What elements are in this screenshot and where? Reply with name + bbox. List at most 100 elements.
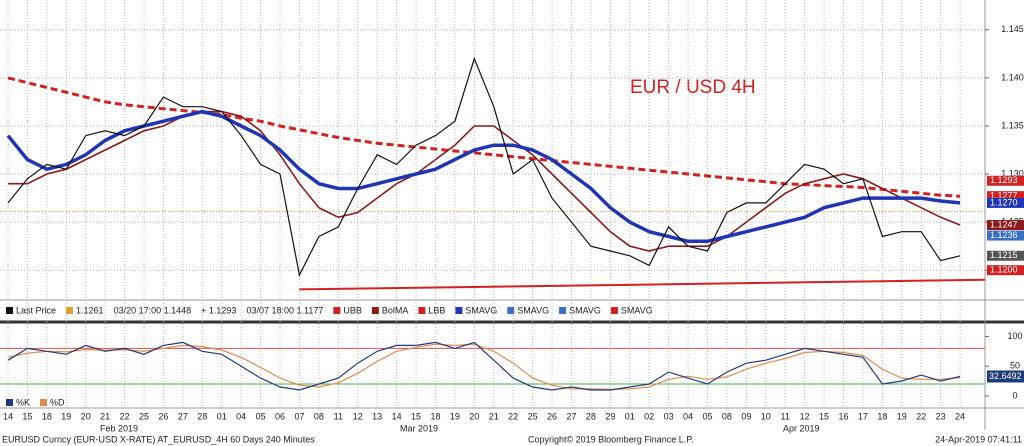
month-label: Feb 2019 [100, 423, 138, 433]
y-tick-label: 100 [1007, 331, 1022, 341]
footer-date: 24-Apr-2019 07:41:11 [935, 434, 1022, 444]
x-tick-label: 12 [353, 411, 363, 421]
legend-label: SMAVG [621, 305, 653, 315]
legend-label: UBB [343, 305, 362, 315]
x-tick-label: 25 [528, 411, 538, 421]
price-tag [987, 230, 1024, 241]
legend-label: 03/07 18:00 1.1177 [246, 305, 323, 315]
x-tick-label: 18 [430, 411, 440, 421]
series-line [6, 109, 961, 244]
legend-swatch [455, 307, 463, 314]
x-tick-label: 15 [411, 411, 421, 421]
price-tag [987, 175, 1024, 186]
x-tick-label: 20 [81, 411, 91, 421]
legend-label: + 1.1293 [201, 305, 236, 315]
x-tick-label: 23 [936, 411, 946, 421]
legend-label: 1.1261 [76, 305, 104, 315]
x-tick-label: 22 [120, 411, 130, 421]
x-tick-label: 15 [22, 411, 32, 421]
price-tag-label: 1.1215 [990, 250, 1018, 260]
x-tick-label: 04 [683, 411, 693, 421]
y-tick-label: 50 [1010, 361, 1020, 371]
month-label: Mar 2019 [400, 423, 438, 433]
price-tag-label: 1.1247 [990, 219, 1018, 229]
legend-label: LBB [428, 305, 445, 315]
legend-swatch [418, 307, 426, 314]
legend-swatch [559, 307, 567, 314]
x-tick-label: 18 [42, 411, 52, 421]
x-tick-label: 14 [3, 411, 13, 421]
legend-swatch [507, 307, 515, 314]
x-tick-label: 04 [236, 411, 246, 421]
legend-swatch [66, 307, 74, 314]
legend-swatch [610, 307, 618, 314]
month-label: Apr 2019 [783, 423, 820, 433]
legend-label: SMAVG [465, 305, 497, 315]
footer-left: EURUSD Curncy (EUR-USD X-RATE) AT_EURUSD… [2, 434, 315, 444]
x-tick-label: 02 [644, 411, 654, 421]
x-tick-label: 21 [100, 411, 110, 421]
legend-label: %D [50, 397, 65, 407]
y-tick-label: 1.1400 [1001, 72, 1024, 82]
x-tick-label: 08 [722, 411, 732, 421]
y-tick-label: 1.1300 [1001, 168, 1024, 178]
x-tick-label: 19 [61, 411, 71, 421]
last-value-label: 32.6492 [989, 371, 1022, 381]
price-tag-label: 1.1293 [990, 175, 1018, 185]
legend-swatch [6, 399, 13, 406]
x-tick-label: 09 [741, 411, 751, 421]
x-tick-label: 14 [392, 411, 402, 421]
legend-label: BolMA [382, 305, 409, 315]
footer-copyright: Copyright© 2019 Bloomberg Finance L.P. [528, 434, 694, 444]
x-tick-label: 27 [178, 411, 188, 421]
price-tag-label: 1.1236 [990, 230, 1018, 240]
y-tick-label: 1.1450 [1001, 24, 1024, 34]
legend-label: 03/20 17:00 1.1448 [114, 305, 192, 315]
price-tag [987, 191, 1024, 202]
x-tick-label: 05 [702, 411, 712, 421]
x-tick-label: 27 [566, 411, 576, 421]
x-tick-label: 17 [858, 411, 868, 421]
legend-label: %K [16, 397, 30, 407]
x-tick-label: 01 [217, 411, 227, 421]
price-tag-label: 1.1277 [990, 191, 1018, 201]
trendline [299, 278, 986, 291]
x-tick-label: 07 [294, 411, 304, 421]
x-tick-label: 28 [197, 411, 207, 421]
chart-title: EUR / USD 4H [630, 77, 756, 98]
x-tick-label: 25 [139, 411, 149, 421]
y-tick-label: 1.1350 [1001, 120, 1024, 130]
legend-swatch [40, 399, 48, 406]
series-line [7, 341, 961, 391]
x-tick-label: 26 [158, 411, 168, 421]
x-tick-label: 26 [547, 411, 557, 421]
x-tick-label: 08 [314, 411, 324, 421]
x-tick-label: 22 [508, 411, 518, 421]
x-tick-label: 15 [819, 411, 829, 421]
price-tag [987, 197, 1024, 208]
series-line [7, 56, 961, 277]
x-tick-label: 24 [955, 411, 965, 421]
x-tick-label: 05 [256, 411, 266, 421]
price-tag [987, 265, 1024, 276]
legend-swatch [333, 307, 341, 314]
x-tick-label: 06 [275, 411, 285, 421]
x-tick-label: 10 [761, 411, 771, 421]
legend-label: SMAVG [569, 305, 601, 315]
last-value-tag [987, 370, 1024, 383]
x-tick-label: 16 [838, 411, 848, 421]
legend-swatch [371, 307, 379, 314]
x-tick-label: 18 [877, 411, 887, 421]
legend-swatch [6, 307, 13, 314]
x-tick-label: 11 [781, 411, 790, 421]
price-tag [987, 250, 1024, 261]
price-tag-label: 1.1270 [990, 197, 1018, 207]
x-tick-label: 19 [450, 411, 460, 421]
y-tick-label: 0 [1012, 390, 1017, 400]
series-line [7, 343, 961, 391]
x-tick-label: 29 [605, 411, 615, 421]
price-tag-label: 1.1200 [990, 265, 1018, 275]
x-tick-label: 21 [489, 411, 499, 421]
